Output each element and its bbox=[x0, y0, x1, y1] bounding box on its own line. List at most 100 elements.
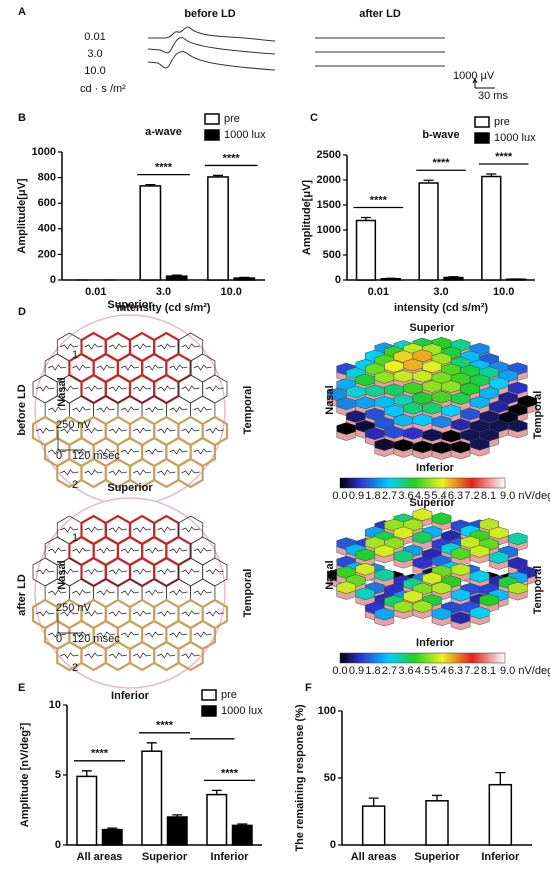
waveform bbox=[181, 385, 200, 392]
x-tick-label: All areas bbox=[77, 851, 123, 863]
waveform bbox=[35, 385, 55, 392]
waveform bbox=[145, 364, 164, 371]
waveform bbox=[84, 343, 103, 350]
waveform bbox=[84, 568, 103, 575]
y-axis-label: Amplitude [nV/deg²] bbox=[19, 722, 31, 827]
waveform bbox=[169, 448, 188, 455]
y-tick-label: 400 bbox=[38, 223, 56, 235]
waveform bbox=[96, 547, 115, 554]
hex-top bbox=[460, 382, 480, 396]
hex-top bbox=[479, 410, 499, 423]
x-tick-label: 0.01 bbox=[368, 286, 389, 298]
hex-top bbox=[422, 428, 442, 442]
intensity-label: 0.01 bbox=[84, 31, 105, 43]
hex-top bbox=[422, 360, 442, 373]
waveform bbox=[181, 427, 200, 434]
hexagon bbox=[177, 457, 204, 489]
x-tick-label: 10.0 bbox=[493, 286, 514, 298]
colorbar bbox=[339, 477, 506, 489]
waveform bbox=[60, 652, 79, 659]
hex-top bbox=[450, 588, 471, 602]
scale-label: 250 nV bbox=[56, 602, 92, 614]
scale-label: 120 msec bbox=[72, 450, 120, 462]
waveform bbox=[60, 427, 79, 434]
significance-label: **** bbox=[495, 151, 513, 163]
legend-swatch bbox=[204, 113, 220, 125]
hex-top bbox=[450, 392, 471, 405]
hex-top bbox=[469, 570, 490, 583]
waveform bbox=[132, 610, 152, 617]
hex-top bbox=[431, 512, 452, 525]
waveform bbox=[35, 427, 55, 434]
waveform bbox=[120, 448, 140, 455]
waveform bbox=[120, 406, 140, 413]
hex-top bbox=[507, 381, 528, 395]
field-circle bbox=[34, 497, 226, 689]
waveform bbox=[48, 547, 67, 554]
significance-label: **** bbox=[155, 162, 173, 174]
y-tick-label: 5 bbox=[55, 769, 61, 781]
waveform bbox=[132, 385, 152, 392]
waveform bbox=[205, 568, 224, 575]
condition-label: before LD bbox=[16, 384, 28, 435]
colorbar-tick: 4.5 bbox=[415, 490, 430, 502]
waveform bbox=[205, 427, 224, 434]
colorbar-tick: 8.1 bbox=[481, 665, 496, 677]
error-bar bbox=[146, 742, 157, 752]
y-axis-label: The remaining response (%) bbox=[294, 704, 306, 852]
direction-label: Temporal bbox=[532, 391, 544, 440]
waveform bbox=[48, 448, 67, 455]
legend-swatch bbox=[201, 689, 217, 701]
scale-label: 1000 µV bbox=[453, 70, 495, 82]
colorbar-tick: 4.5 bbox=[415, 665, 430, 677]
waveform bbox=[120, 631, 140, 638]
hex-top bbox=[412, 508, 433, 521]
waveform bbox=[96, 448, 115, 455]
significance-label: **** bbox=[223, 152, 241, 164]
colorbar-tick: 0.9 bbox=[349, 665, 364, 677]
hex-top bbox=[355, 562, 376, 576]
hex-top bbox=[431, 607, 452, 621]
waveform bbox=[181, 652, 200, 659]
hex-top bbox=[431, 390, 452, 404]
waveform bbox=[96, 406, 115, 413]
hexagon bbox=[177, 640, 204, 672]
error-bar bbox=[432, 794, 442, 801]
hex-top bbox=[469, 396, 490, 409]
colorbar-tick: 1.8 bbox=[365, 665, 380, 677]
legend-swatch bbox=[201, 705, 217, 717]
y-tick-label: 500 bbox=[323, 249, 341, 261]
hex-top bbox=[374, 544, 395, 558]
hex-top bbox=[460, 407, 480, 421]
y-tick-label: 800 bbox=[38, 172, 56, 184]
y-tick-label: 0 bbox=[50, 274, 56, 286]
scale-bar bbox=[57, 430, 82, 451]
scale-label: 0 bbox=[56, 633, 62, 645]
panel-label: C bbox=[310, 112, 318, 124]
significance-label: **** bbox=[156, 720, 174, 732]
scale-bar bbox=[57, 613, 82, 634]
y-tick-label: 2500 bbox=[317, 149, 341, 161]
hex-top bbox=[488, 551, 509, 564]
x-tick-label: All areas bbox=[351, 851, 397, 863]
waveform bbox=[35, 610, 55, 617]
hex-top bbox=[422, 571, 442, 585]
colorbar-tick: 3.6 bbox=[398, 665, 413, 677]
bar bbox=[233, 277, 256, 281]
hex-top bbox=[441, 380, 461, 393]
waveform bbox=[60, 610, 79, 617]
colorbar-tick: 9.0 nV/deg² bbox=[500, 490, 550, 502]
bar bbox=[380, 278, 401, 281]
waveform bbox=[193, 631, 212, 638]
x-tick-label: Superior bbox=[142, 851, 188, 863]
legend-label: 1000 lux bbox=[224, 129, 266, 141]
waveform bbox=[193, 547, 212, 554]
y-tick-label: 1000 bbox=[317, 224, 341, 236]
colorbar bbox=[339, 652, 506, 664]
y-tick-label: 0 bbox=[330, 839, 336, 851]
bar bbox=[101, 828, 123, 846]
waveform bbox=[157, 469, 176, 476]
hex-top bbox=[412, 600, 433, 613]
waveform bbox=[35, 568, 55, 575]
condition-label: after LD bbox=[359, 8, 401, 20]
